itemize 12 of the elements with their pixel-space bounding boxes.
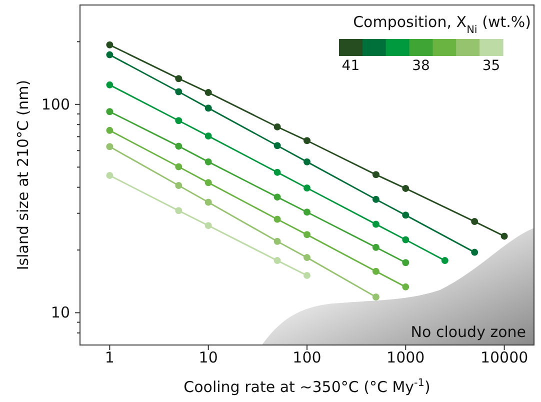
x-tick-label: 100 xyxy=(292,348,322,367)
x-tick-label: 1 xyxy=(104,348,114,367)
annotation: No cloudy zone xyxy=(410,323,526,341)
x-axis-title: Cooling rate at ~350°C (°C My$^{-1}$) xyxy=(184,377,430,396)
legend-label: 38 xyxy=(412,58,430,74)
x-tick-label: 10000 xyxy=(480,348,528,367)
legend-label: 35 xyxy=(482,58,500,74)
x-tick-label: 10 xyxy=(198,348,218,367)
legend-title: Composition, X$_{Ni}$ (wt.%) xyxy=(353,13,531,36)
y-axis-title: Island size at 210°C (nm) xyxy=(14,80,32,270)
legend-label: 41 xyxy=(342,58,360,74)
x-tick-label: 1000 xyxy=(386,348,425,367)
